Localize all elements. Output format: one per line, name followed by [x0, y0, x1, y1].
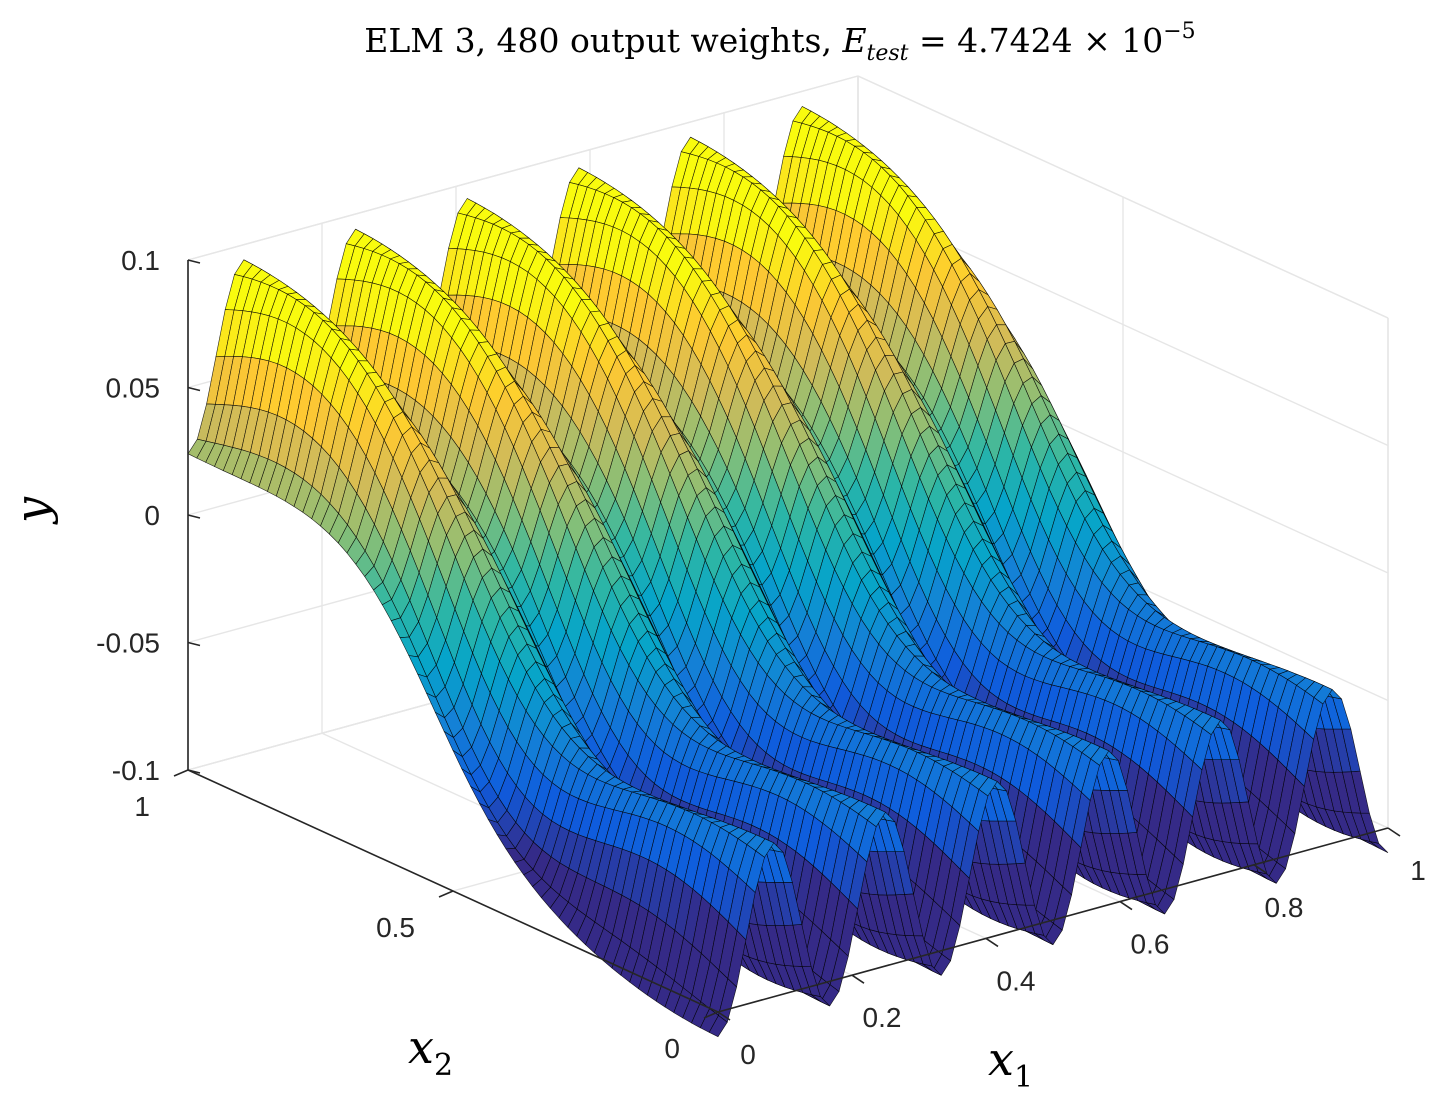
- x1-tick-label: 1: [1410, 855, 1426, 886]
- x1-tick-label: 0.6: [1131, 929, 1170, 960]
- x1-tick-label: 0.4: [997, 965, 1036, 996]
- x1-tick-mark: [1387, 827, 1401, 837]
- z-tick-label: -0.1: [112, 755, 160, 786]
- z-axis-label: y: [5, 496, 59, 525]
- z-tick-label: 0: [144, 500, 160, 531]
- surface-mesh: [187, 106, 1389, 1038]
- x2-axis-label: x2: [408, 1020, 453, 1083]
- z-tick-label: -0.05: [96, 628, 160, 659]
- z-tick-label: 0.05: [106, 373, 161, 404]
- grid-line: [187, 75, 859, 261]
- x1-tick-mark: [1119, 900, 1133, 911]
- x2-tick-mark: [438, 890, 454, 898]
- x2-tick-label: 0: [664, 1033, 680, 1064]
- x2-tick-label: 1: [134, 791, 150, 822]
- x2-tick-label: 0.5: [376, 912, 415, 943]
- chart-title: ELM 3, 480 output weights, Etest = 4.742…: [364, 19, 1195, 66]
- x2-tick-mark: [173, 769, 189, 777]
- x1-tick-mark: [985, 937, 999, 948]
- x1-tick-mark: [851, 974, 865, 984]
- z-tick-mark: [187, 259, 201, 264]
- x1-axis-label: x1: [988, 1032, 1033, 1095]
- z-tick-mark: [187, 514, 201, 519]
- x1-tick-label: 0: [740, 1039, 756, 1070]
- z-tick-mark: [187, 641, 201, 647]
- x1-tick-label: 0.2: [863, 1002, 902, 1033]
- z-tick-mark: [187, 386, 201, 392]
- x1-tick-label: 0.8: [1265, 892, 1304, 923]
- z-tick-label: 0.1: [121, 245, 160, 276]
